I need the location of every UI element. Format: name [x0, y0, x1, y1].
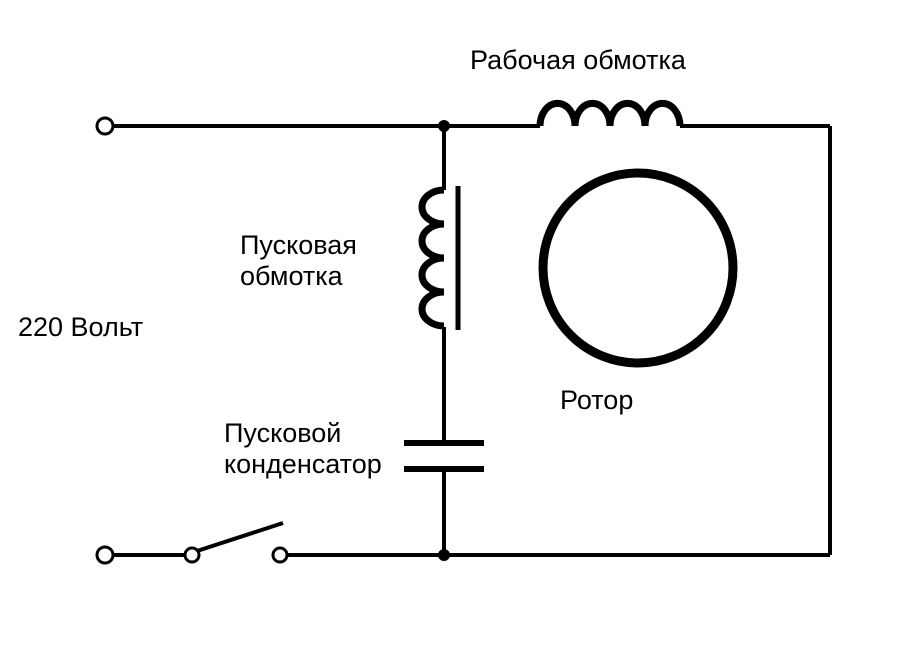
- working-inductor: [540, 103, 680, 126]
- label-start-winding: Пусковая обмотка: [240, 230, 357, 292]
- schematic-stage: 220 Вольт Рабочая обмотка Пусковая обмот…: [0, 0, 901, 646]
- label-start-capacitor: Пусковой конденсатор: [224, 418, 382, 480]
- label-working-winding: Рабочая обмотка: [470, 45, 686, 76]
- switch: [185, 523, 287, 562]
- label-rotor: Ротор: [560, 385, 633, 416]
- start-capacitor: [404, 443, 484, 469]
- rotor: [543, 173, 733, 363]
- terminal-top: [97, 118, 113, 134]
- node: [438, 120, 450, 132]
- label-source: 220 Вольт: [18, 312, 143, 343]
- node: [438, 549, 450, 561]
- start-inductor: [422, 186, 458, 330]
- terminal-bottom: [97, 547, 113, 563]
